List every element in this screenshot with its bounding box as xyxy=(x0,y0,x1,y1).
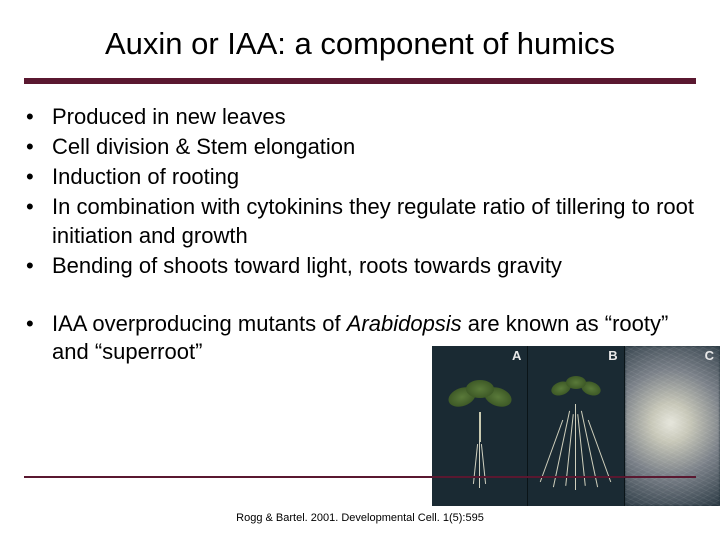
figure-label: C xyxy=(705,348,714,363)
plant-root-icon xyxy=(541,404,611,494)
figure-a: A xyxy=(432,346,527,506)
bullet-item: • Induction of rooting xyxy=(24,163,696,191)
figure-label: B xyxy=(608,348,617,363)
bullet-text-italic: Arabidopsis xyxy=(347,311,462,336)
bullet-dot-icon: • xyxy=(24,133,52,161)
bullet-dot-icon: • xyxy=(24,310,52,338)
bottom-rule xyxy=(24,476,696,478)
spacer xyxy=(24,282,696,310)
figure-label: A xyxy=(512,348,521,363)
bullet-text: Induction of rooting xyxy=(52,163,696,191)
title-rule xyxy=(24,78,696,84)
plant-leaves-icon xyxy=(448,380,512,416)
plant-leaves-icon xyxy=(551,376,601,404)
figure-c: C xyxy=(624,346,720,506)
citation: Rogg & Bartel. 2001. Developmental Cell.… xyxy=(0,512,720,524)
figure-b: B xyxy=(527,346,623,506)
plant-stem-icon xyxy=(479,412,481,442)
bullet-list: • Produced in new leaves • Cell division… xyxy=(24,103,696,368)
bullet-item: • Bending of shoots toward light, roots … xyxy=(24,252,696,280)
bullet-dot-icon: • xyxy=(24,103,52,131)
bullet-text: Bending of shoots toward light, roots to… xyxy=(52,252,696,280)
bullet-dot-icon: • xyxy=(24,163,52,191)
figure-panel: A B C xyxy=(432,346,720,506)
bullet-item: • In combination with cytokinins they re… xyxy=(24,193,696,249)
root-mass-icon xyxy=(625,346,720,506)
bullet-dot-icon: • xyxy=(24,193,52,221)
plant-root-icon xyxy=(467,440,493,492)
bullet-text: Produced in new leaves xyxy=(52,103,696,131)
bullet-text: Cell division & Stem elongation xyxy=(52,133,696,161)
bullet-item: • Cell division & Stem elongation xyxy=(24,133,696,161)
bullet-text-prefix: IAA overproducing mutants of xyxy=(52,311,347,336)
bullet-text: In combination with cytokinins they regu… xyxy=(52,193,696,249)
slide: Auxin or IAA: a component of humics • Pr… xyxy=(0,0,720,540)
slide-title: Auxin or IAA: a component of humics xyxy=(0,26,720,62)
bullet-dot-icon: • xyxy=(24,252,52,280)
bullet-item: • Produced in new leaves xyxy=(24,103,696,131)
